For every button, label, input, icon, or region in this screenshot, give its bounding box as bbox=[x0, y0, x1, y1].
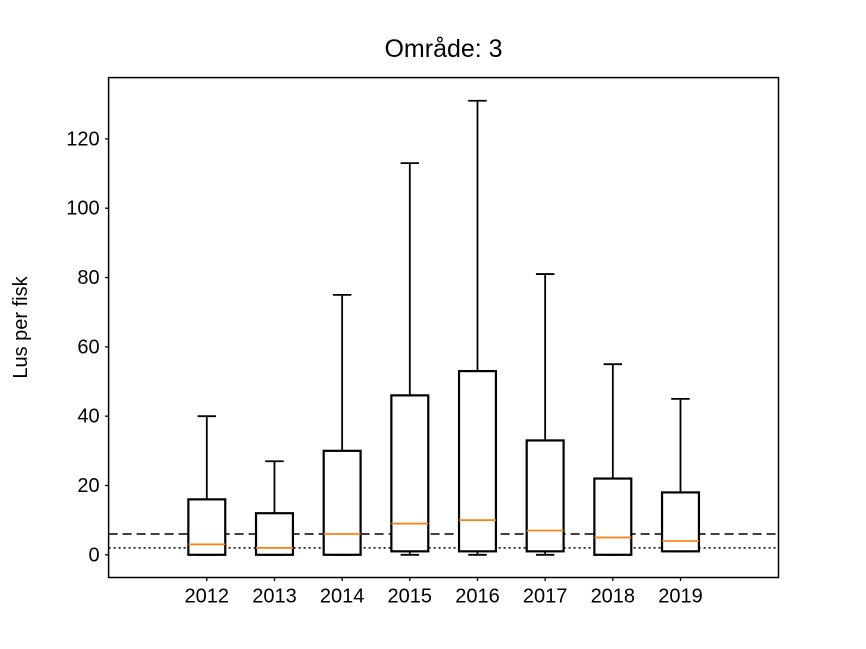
svg-text:2017: 2017 bbox=[523, 586, 568, 608]
svg-text:60: 60 bbox=[77, 336, 99, 358]
svg-text:100: 100 bbox=[66, 198, 99, 220]
svg-text:2015: 2015 bbox=[388, 586, 433, 608]
svg-text:2014: 2014 bbox=[320, 586, 365, 608]
svg-text:2019: 2019 bbox=[658, 586, 703, 608]
svg-text:Område: 3: Område: 3 bbox=[384, 35, 502, 63]
svg-text:20: 20 bbox=[77, 475, 99, 497]
svg-text:2016: 2016 bbox=[455, 586, 500, 608]
svg-text:2012: 2012 bbox=[185, 586, 230, 608]
svg-text:Lus per fisk: Lus per fisk bbox=[10, 275, 32, 378]
svg-text:120: 120 bbox=[66, 128, 99, 150]
svg-text:80: 80 bbox=[77, 267, 99, 289]
svg-text:0: 0 bbox=[88, 544, 99, 566]
svg-text:40: 40 bbox=[77, 406, 99, 428]
svg-text:2018: 2018 bbox=[591, 586, 636, 608]
svg-text:2013: 2013 bbox=[252, 586, 297, 608]
